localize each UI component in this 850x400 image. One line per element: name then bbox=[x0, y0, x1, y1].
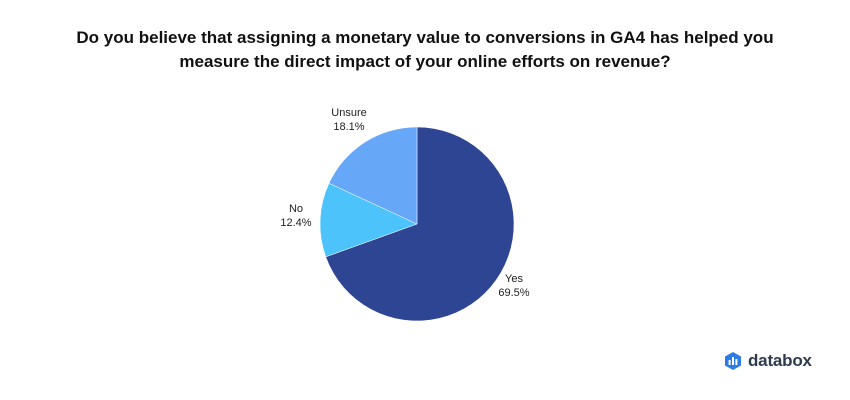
slice-label-yes: Yes bbox=[505, 273, 523, 285]
slice-value-no: 12.4% bbox=[280, 217, 311, 229]
chart-title-line-2: measure the direct impact of your online… bbox=[179, 52, 671, 71]
slice-value-yes: 69.5% bbox=[498, 287, 529, 299]
slice-value-unsure: 18.1% bbox=[333, 121, 364, 133]
slice-label-unsure: Unsure bbox=[331, 107, 366, 119]
databox-icon bbox=[725, 352, 741, 370]
slice-label-no: No bbox=[289, 203, 303, 215]
databox-logo: databox bbox=[723, 351, 812, 371]
databox-wordmark: databox bbox=[748, 351, 812, 370]
pie-slice-unsure bbox=[328, 126, 418, 225]
pie-slice-no bbox=[319, 182, 418, 258]
pie-slice-yes bbox=[325, 126, 515, 322]
chart-title-line-1: Do you believe that assigning a monetary… bbox=[76, 28, 774, 47]
chart-title: Do you believe that assigning a monetary… bbox=[0, 26, 850, 74]
